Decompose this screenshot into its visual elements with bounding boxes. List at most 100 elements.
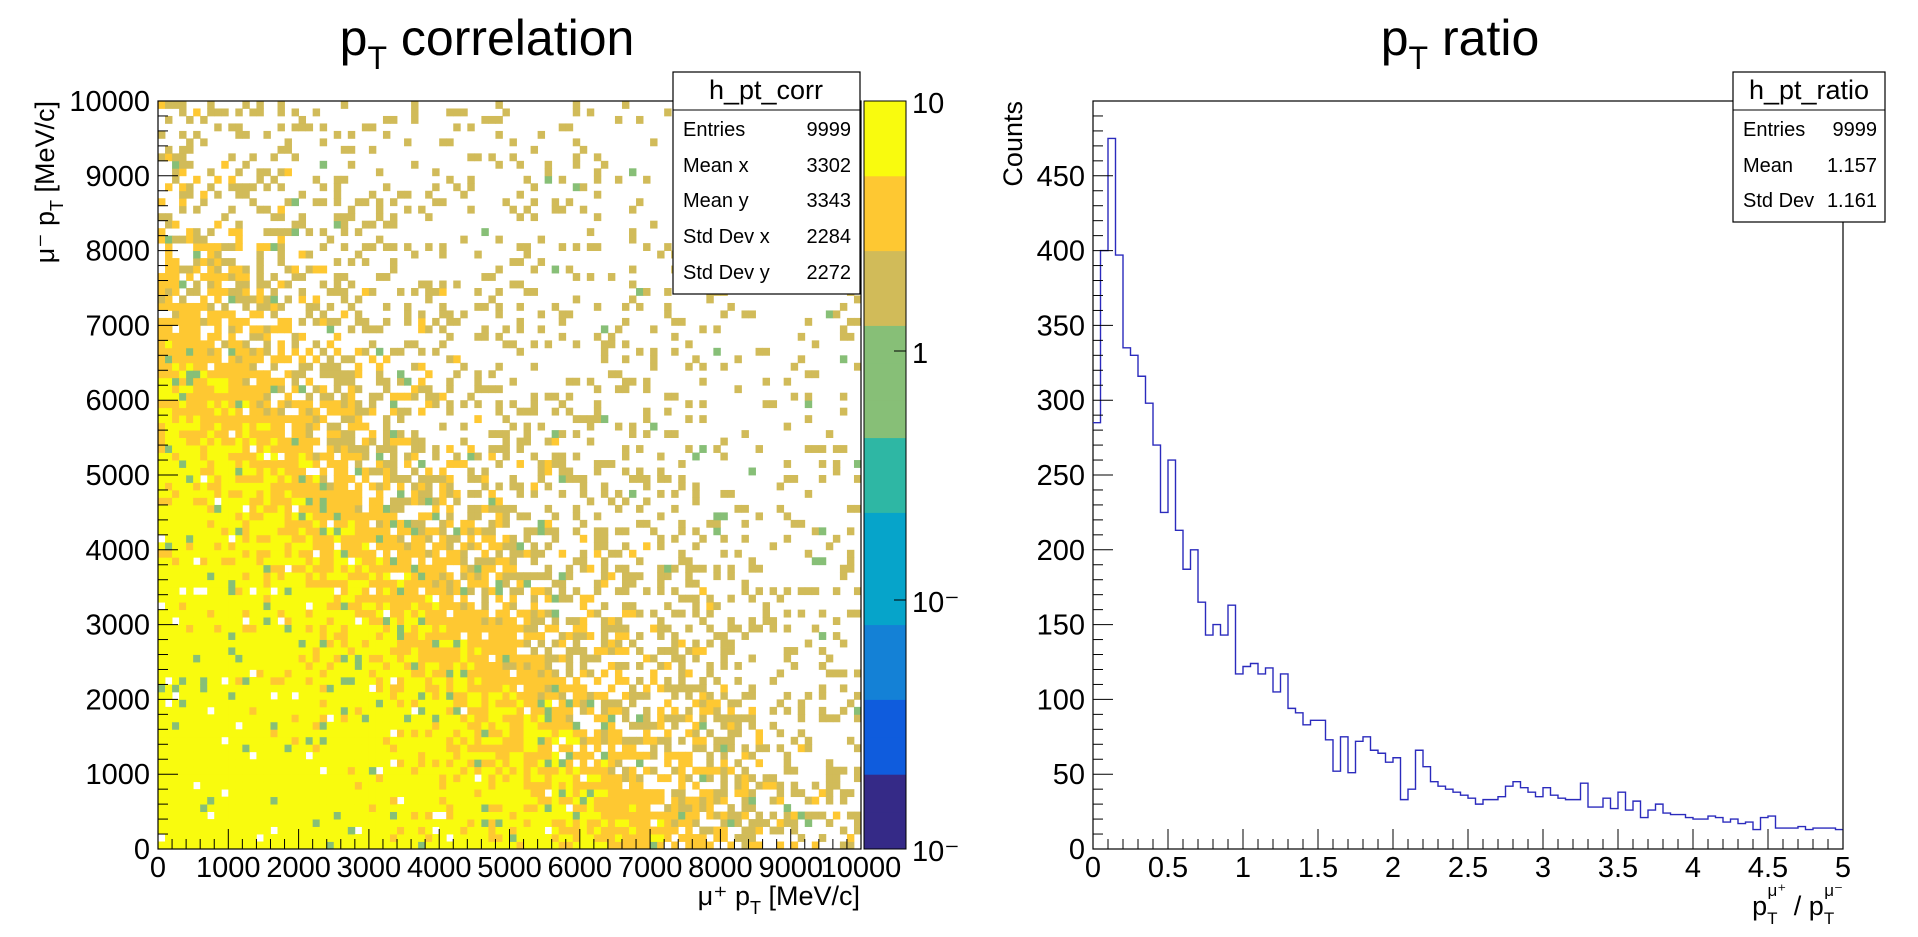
heatmap-cell bbox=[439, 602, 447, 611]
heatmap-cell bbox=[312, 564, 321, 573]
heatmap-cell bbox=[361, 744, 370, 753]
heatmap-cell bbox=[228, 228, 236, 237]
heatmap-cell bbox=[312, 789, 321, 798]
heatmap-cell bbox=[474, 542, 482, 551]
heatmap-cell bbox=[319, 557, 328, 566]
heatmap-cell bbox=[643, 497, 651, 506]
heatmap-cell bbox=[326, 549, 335, 558]
heatmap-cell bbox=[312, 587, 321, 596]
heatmap-cell bbox=[256, 445, 264, 453]
heatmap-cell bbox=[249, 415, 257, 424]
heatmap-cell bbox=[340, 587, 349, 596]
heatmap-cell bbox=[214, 617, 222, 625]
heatmap-cell bbox=[263, 781, 271, 790]
heatmap-cell bbox=[629, 751, 637, 760]
heatmap-cell bbox=[326, 489, 335, 498]
heatmap-cell bbox=[305, 691, 314, 700]
heatmap-cell bbox=[502, 445, 510, 453]
heatmap-cell bbox=[305, 123, 314, 132]
heatmap-cell bbox=[685, 834, 693, 842]
heatmap-cell bbox=[502, 579, 510, 588]
heatmap-cell bbox=[165, 736, 173, 745]
heatmap-cell bbox=[193, 542, 201, 551]
heatmap-cell bbox=[839, 445, 848, 453]
heatmap-cell bbox=[361, 684, 370, 693]
heatmap-cell bbox=[636, 841, 644, 850]
heatmap-cell bbox=[270, 355, 278, 364]
heatmap-cell bbox=[425, 602, 433, 611]
heatmap-cell bbox=[397, 804, 405, 812]
heatmap-cell bbox=[277, 841, 285, 850]
heatmap-cell bbox=[277, 549, 285, 558]
heatmap-cell bbox=[214, 325, 222, 334]
heatmap-cell bbox=[200, 115, 208, 124]
heatmap-cell bbox=[755, 587, 763, 596]
heatmap-cell bbox=[263, 789, 271, 798]
heatmap-cell bbox=[502, 781, 510, 790]
heatmap-cell bbox=[537, 789, 546, 798]
heatmap-cell bbox=[755, 811, 763, 820]
heatmap-cell bbox=[172, 153, 180, 162]
heatmap-cell bbox=[446, 475, 454, 483]
heatmap-cell bbox=[354, 744, 363, 753]
heatmap-cell bbox=[235, 811, 243, 820]
heatmap-cell bbox=[291, 542, 299, 551]
heatmap-cell bbox=[389, 198, 398, 207]
heatmap-cell bbox=[263, 834, 271, 842]
heatmap-cell bbox=[572, 101, 581, 109]
heatmap-cell bbox=[389, 796, 398, 805]
heatmap-cell bbox=[432, 572, 440, 581]
heatmap-cell bbox=[516, 796, 524, 805]
heatmap-cell bbox=[312, 497, 321, 506]
heatmap-cell bbox=[397, 714, 405, 723]
heatmap-cell bbox=[277, 826, 285, 835]
heatmap-cell bbox=[172, 744, 180, 753]
heatmap-cell bbox=[361, 407, 370, 416]
heatmap-cell bbox=[572, 766, 581, 775]
heatmap-cell bbox=[361, 624, 370, 633]
heatmap-cell bbox=[418, 347, 426, 356]
heatmap-cell bbox=[235, 766, 243, 775]
heatmap-cell bbox=[664, 243, 672, 251]
heatmap-cell bbox=[537, 699, 546, 708]
heatmap-cell bbox=[326, 497, 335, 506]
heatmap-cell bbox=[621, 564, 630, 573]
heatmap-cell bbox=[558, 706, 567, 715]
heatmap-cell bbox=[319, 841, 328, 850]
heatmap-cell bbox=[263, 819, 271, 827]
heatmap-cell bbox=[425, 370, 433, 379]
heatmap-cell bbox=[312, 489, 321, 498]
heatmap-cell bbox=[755, 736, 763, 745]
heatmap-cell bbox=[537, 819, 546, 827]
heatmap-cell bbox=[439, 789, 447, 798]
heatmap-cell bbox=[389, 407, 398, 416]
heatmap-cell bbox=[600, 564, 609, 573]
heatmap-cell bbox=[558, 676, 567, 685]
heatmap-cell bbox=[207, 250, 215, 259]
heatmap-cell bbox=[495, 310, 503, 319]
heatmap-cell bbox=[755, 564, 763, 573]
heatmap-cell bbox=[418, 542, 426, 551]
heatmap-cell bbox=[228, 482, 236, 491]
heatmap-cell bbox=[263, 766, 271, 775]
heatmap-cell bbox=[242, 744, 250, 753]
heatmap-cell bbox=[389, 639, 398, 648]
heatmap-cell bbox=[600, 796, 609, 805]
heatmap-cell bbox=[418, 572, 426, 581]
heatmap-cell bbox=[277, 624, 285, 633]
heatmap-cell bbox=[284, 392, 292, 401]
heatmap-cell bbox=[207, 676, 215, 685]
heatmap-cell bbox=[340, 355, 349, 364]
heatmap-cell bbox=[572, 295, 581, 304]
heatmap-cell bbox=[172, 714, 180, 723]
heatmap-cell bbox=[762, 774, 771, 783]
heatmap-cell bbox=[551, 804, 560, 812]
heatmap-cell bbox=[361, 557, 370, 566]
heatmap-cell bbox=[650, 138, 658, 147]
heatmap-cell bbox=[523, 534, 531, 543]
heatmap-cell bbox=[411, 729, 419, 738]
heatmap-cell bbox=[432, 759, 440, 768]
heatmap-cell bbox=[579, 482, 588, 491]
heatmap-cell bbox=[397, 639, 405, 648]
heatmap-cell bbox=[333, 744, 342, 753]
